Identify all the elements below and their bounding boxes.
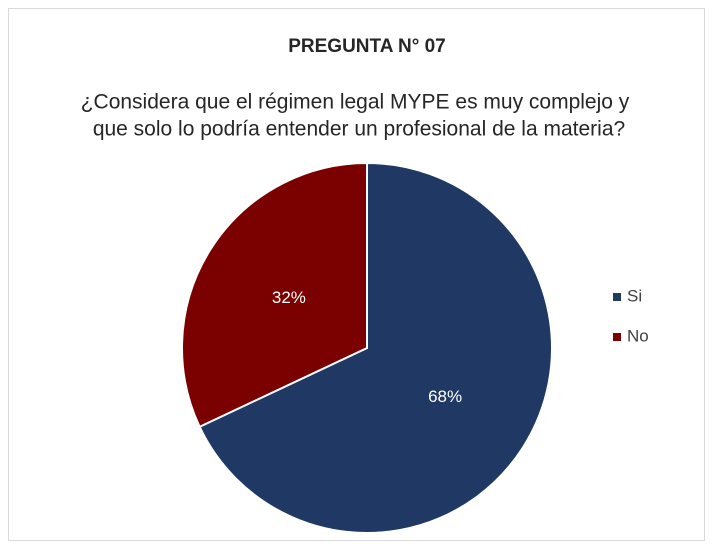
- pie-slice: [198, 161, 553, 534]
- legend-swatch: [613, 333, 621, 341]
- data-label: 32%: [272, 288, 306, 307]
- chart-title: PREGUNTA N° 07: [288, 36, 446, 57]
- data-label: 68%: [428, 387, 462, 406]
- pie-slice: [181, 161, 368, 429]
- legend-swatch: [613, 293, 621, 301]
- chart-subtitle: ¿Considera que el régimen legal MYPE es …: [81, 91, 630, 114]
- legend-label: Si: [627, 286, 642, 305]
- legend-label: No: [627, 326, 649, 345]
- chart-subtitle: que solo lo podría entender un profesion…: [93, 118, 625, 141]
